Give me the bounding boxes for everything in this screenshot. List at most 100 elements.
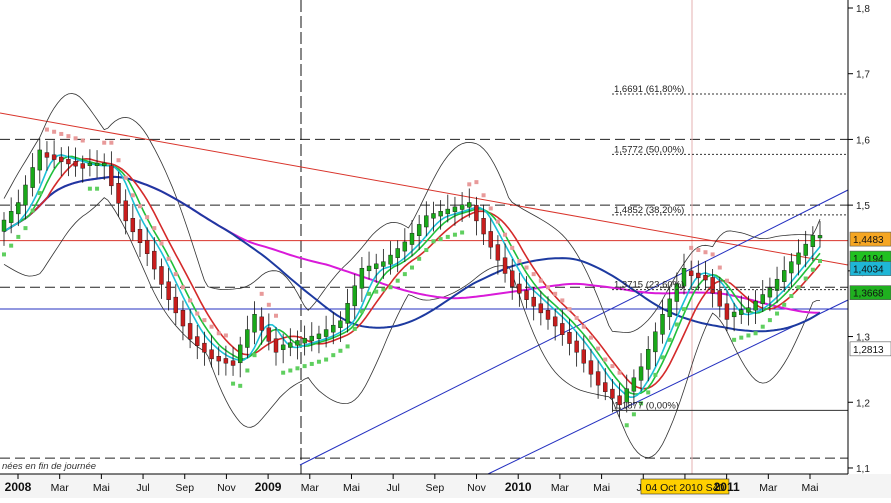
candle-body [588,360,594,375]
price-badge [849,231,891,247]
parabolic-sar-dot [395,278,400,283]
price-badge-label: 1,3668 [853,289,884,300]
parabolic-sar-dot [44,127,49,132]
candle-body [545,310,551,320]
parabolic-sar-dot [646,390,651,395]
candle-body [467,202,472,208]
candle-body [216,356,221,362]
candle-body [59,156,64,162]
parabolic-sar-dot [596,346,601,351]
parabolic-sar-dot [381,287,386,292]
parabolic-sar-dot [402,272,407,277]
parabolic-sar-dot [30,208,35,213]
candle-body [266,327,272,342]
parabolic-sar-dot [359,309,364,314]
candle-body [789,261,794,274]
candle-body [230,360,236,366]
parabolic-sar-dot [274,313,278,318]
candle-body [688,270,694,276]
candle-body [280,344,286,350]
x-tick-label: 2010 [505,480,532,494]
parabolic-sar-dot [460,230,465,235]
candle-body [295,340,300,346]
candle-body [109,165,114,187]
candle-body [1,219,7,232]
candle-body [288,342,293,348]
candle-body [502,257,508,274]
candle-body [73,161,78,167]
candle-body [374,263,379,269]
parabolic-sar-dot [145,215,150,220]
x-tick-label: Mar [51,482,70,494]
parabolic-sar-dot [438,237,443,242]
candle-body [51,154,57,160]
parabolic-sar-dot [195,311,200,316]
parabolic-sar-dot [653,372,658,377]
fibonacci-level-label: 1,6691 (61,80%) [614,84,684,95]
candle-body [531,296,536,307]
x-tick-label: Mar [301,482,320,494]
candle-body [488,231,493,248]
parabolic-sar-dot [352,326,357,331]
parabolic-sar-dot [324,357,329,362]
parabolic-sar-dot [231,381,236,386]
parabolic-sar-dot [102,140,107,145]
bollinger-lower-line [3,197,820,459]
parabolic-sar-dot [553,291,558,296]
candle-body [481,218,486,235]
parabolic-sar-dot [223,333,228,338]
parabolic-sar-dot [782,302,787,307]
parabolic-sar-dot [610,364,615,369]
parabolic-sar-dot [452,232,457,237]
x-tick-label: 2008 [5,480,32,494]
candle-body [116,183,121,204]
fibonacci-level-label: 1,1877 (0,00%) [614,400,679,411]
x-tick-highlight-box [640,478,730,495]
parabolic-sar-dot [73,136,78,141]
x-tick-label: Mar [759,482,778,494]
candle-body [731,311,737,318]
candle-body [323,329,329,337]
parabolic-sar-dot [803,276,808,281]
candle-body [331,324,336,333]
candle-body [524,290,529,300]
x-tick-label: Sep [175,482,194,494]
candle-body [631,377,637,392]
parabolic-sar-dot [431,239,436,244]
candle-body [123,200,128,222]
candle-body [638,366,644,381]
parabolic-sar-dot [316,359,321,364]
candle-body [445,208,450,215]
candle-body [774,278,780,291]
parabolic-sar-dot [410,265,414,270]
y-tick-label: 1,5 [856,201,870,212]
candle-body [552,316,558,327]
parabolic-sar-dot [467,182,472,187]
candle-body [159,266,164,285]
price-badge [849,341,891,357]
candle-body [309,335,314,342]
parabolic-sar-dot [746,333,751,338]
candle-body [431,213,436,219]
parabolic-sar-dot [59,131,64,136]
parabolic-sar-dot [23,226,28,231]
candle-body [381,261,386,267]
down-trendline [0,112,849,266]
candle-body [252,314,257,333]
price-badge [849,285,891,300]
candle-body [409,232,415,245]
x-tick-label: Jul [386,482,399,494]
candle-body [273,338,279,353]
parabolic-sar-dot [531,272,536,277]
instrument-note: nées en fin de journée [2,461,96,472]
parabolic-sar-dot [417,256,422,261]
x-tick-label: Mar [551,482,570,494]
parabolic-sar-dot [180,285,185,290]
price-badge-label: 1,4034 [853,265,884,276]
candle-body [574,340,579,353]
candle-body [388,254,393,265]
price-badge-label: 1,4483 [853,235,884,246]
parabolic-sar-dot [517,258,522,263]
parabolic-sar-dot [739,335,744,340]
